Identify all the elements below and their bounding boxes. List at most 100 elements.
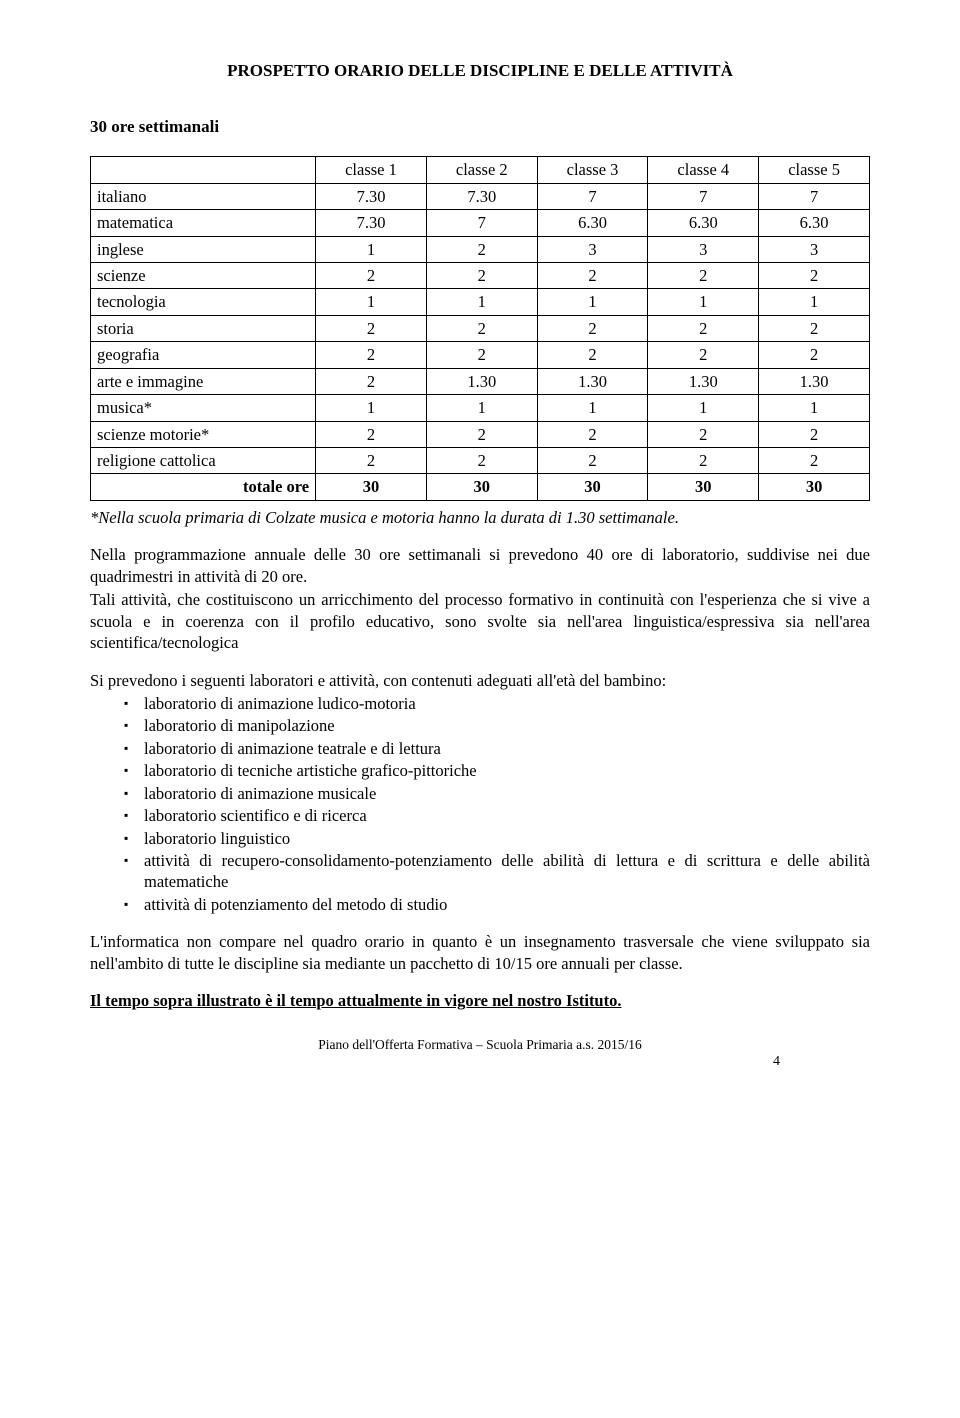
list-item: laboratorio di animazione teatrale e di … bbox=[144, 738, 870, 759]
paragraph-1: Nella programmazione annuale delle 30 or… bbox=[90, 544, 870, 587]
cell-value: 2 bbox=[537, 315, 648, 341]
paragraph-2: Tali attività, che costituiscono un arri… bbox=[90, 589, 870, 653]
row-label: matematica bbox=[91, 210, 316, 236]
row-label: scienze motorie* bbox=[91, 421, 316, 447]
total-value: 30 bbox=[316, 474, 427, 500]
cell-value: 2 bbox=[537, 262, 648, 288]
cell-value: 2 bbox=[648, 421, 759, 447]
subtitle: 30 ore settimanali bbox=[90, 116, 870, 138]
cell-value: 2 bbox=[648, 262, 759, 288]
cell-value: 6.30 bbox=[648, 210, 759, 236]
cell-value: 1 bbox=[648, 395, 759, 421]
cell-value: 1.30 bbox=[426, 368, 537, 394]
cell-value: 2 bbox=[316, 368, 427, 394]
cell-value: 3 bbox=[537, 236, 648, 262]
row-label: tecnologia bbox=[91, 289, 316, 315]
table-row: scienze22222 bbox=[91, 262, 870, 288]
list-item: attività di recupero-consolidamento-pote… bbox=[144, 850, 870, 893]
list-item: laboratorio di animazione musicale bbox=[144, 783, 870, 804]
total-value: 30 bbox=[537, 474, 648, 500]
cell-value: 2 bbox=[426, 236, 537, 262]
col-classe1: classe 1 bbox=[316, 157, 427, 183]
row-label: arte e immagine bbox=[91, 368, 316, 394]
cell-value: 1.30 bbox=[759, 368, 870, 394]
page-number: 4 bbox=[773, 1053, 780, 1071]
cell-value: 6.30 bbox=[759, 210, 870, 236]
paragraph-4: L'informatica non compare nel quadro ora… bbox=[90, 931, 870, 974]
cell-value: 1 bbox=[316, 289, 427, 315]
list-item: laboratorio scientifico e di ricerca bbox=[144, 805, 870, 826]
paragraph-3-intro: Si prevedono i seguenti laboratori e att… bbox=[90, 670, 870, 691]
table-row: scienze motorie*22222 bbox=[91, 421, 870, 447]
total-value: 30 bbox=[648, 474, 759, 500]
cell-value: 3 bbox=[648, 236, 759, 262]
cell-value: 2 bbox=[759, 262, 870, 288]
cell-value: 2 bbox=[759, 421, 870, 447]
cell-value: 7.30 bbox=[316, 210, 427, 236]
cell-value: 2 bbox=[426, 315, 537, 341]
table-row: arte e immagine21.301.301.301.30 bbox=[91, 368, 870, 394]
cell-value: 7 bbox=[759, 183, 870, 209]
cell-value: 1 bbox=[759, 395, 870, 421]
row-label: inglese bbox=[91, 236, 316, 262]
cell-value: 7 bbox=[537, 183, 648, 209]
table-row: religione cattolica22222 bbox=[91, 448, 870, 474]
row-label: geografia bbox=[91, 342, 316, 368]
cell-value: 7 bbox=[648, 183, 759, 209]
table-row: inglese12333 bbox=[91, 236, 870, 262]
cell-value: 2 bbox=[316, 262, 427, 288]
cell-value: 2 bbox=[426, 262, 537, 288]
row-label: religione cattolica bbox=[91, 448, 316, 474]
cell-value: 2 bbox=[648, 315, 759, 341]
cell-value: 1 bbox=[426, 289, 537, 315]
table-row: tecnologia11111 bbox=[91, 289, 870, 315]
cell-value: 7.30 bbox=[316, 183, 427, 209]
cell-value: 1 bbox=[648, 289, 759, 315]
total-label: totale ore bbox=[91, 474, 316, 500]
closing-statement: Il tempo sopra illustrato è il tempo att… bbox=[90, 990, 870, 1011]
list-item: laboratorio di animazione ludico-motoria bbox=[144, 693, 870, 714]
cell-value: 1 bbox=[537, 289, 648, 315]
col-classe4: classe 4 bbox=[648, 157, 759, 183]
cell-value: 2 bbox=[759, 315, 870, 341]
cell-value: 2 bbox=[759, 342, 870, 368]
row-label: storia bbox=[91, 315, 316, 341]
table-row: italiano7.307.30777 bbox=[91, 183, 870, 209]
list-item: laboratorio di tecniche artistiche grafi… bbox=[144, 760, 870, 781]
cell-value: 1.30 bbox=[537, 368, 648, 394]
cell-value: 6.30 bbox=[537, 210, 648, 236]
row-label: scienze bbox=[91, 262, 316, 288]
cell-value: 2 bbox=[426, 448, 537, 474]
cell-value: 2 bbox=[537, 421, 648, 447]
cell-value: 2 bbox=[316, 315, 427, 341]
cell-value: 3 bbox=[759, 236, 870, 262]
cell-value: 2 bbox=[316, 421, 427, 447]
cell-value: 1.30 bbox=[648, 368, 759, 394]
cell-value: 1 bbox=[316, 395, 427, 421]
cell-value: 7 bbox=[426, 210, 537, 236]
table-header-row: classe 1 classe 2 classe 3 classe 4 clas… bbox=[91, 157, 870, 183]
page-footer: Piano dell'Offerta Formativa – Scuola Pr… bbox=[90, 1036, 870, 1054]
lab-list: laboratorio di animazione ludico-motoria… bbox=[90, 693, 870, 915]
cell-value: 2 bbox=[759, 448, 870, 474]
table-row: geografia22222 bbox=[91, 342, 870, 368]
page-title: PROSPETTO ORARIO DELLE DISCIPLINE E DELL… bbox=[90, 60, 870, 82]
total-value: 30 bbox=[759, 474, 870, 500]
row-label: italiano bbox=[91, 183, 316, 209]
cell-value: 7.30 bbox=[426, 183, 537, 209]
col-classe2: classe 2 bbox=[426, 157, 537, 183]
table-row: storia22222 bbox=[91, 315, 870, 341]
list-item: attività di potenziamento del metodo di … bbox=[144, 894, 870, 915]
cell-value: 1 bbox=[759, 289, 870, 315]
cell-value: 2 bbox=[316, 448, 427, 474]
schedule-table: classe 1 classe 2 classe 3 classe 4 clas… bbox=[90, 156, 870, 501]
total-value: 30 bbox=[426, 474, 537, 500]
cell-value: 1 bbox=[426, 395, 537, 421]
cell-value: 2 bbox=[316, 342, 427, 368]
cell-value: 2 bbox=[648, 342, 759, 368]
cell-value: 2 bbox=[648, 448, 759, 474]
cell-value: 2 bbox=[537, 342, 648, 368]
total-row: totale ore3030303030 bbox=[91, 474, 870, 500]
cell-value: 1 bbox=[537, 395, 648, 421]
table-row: musica*11111 bbox=[91, 395, 870, 421]
